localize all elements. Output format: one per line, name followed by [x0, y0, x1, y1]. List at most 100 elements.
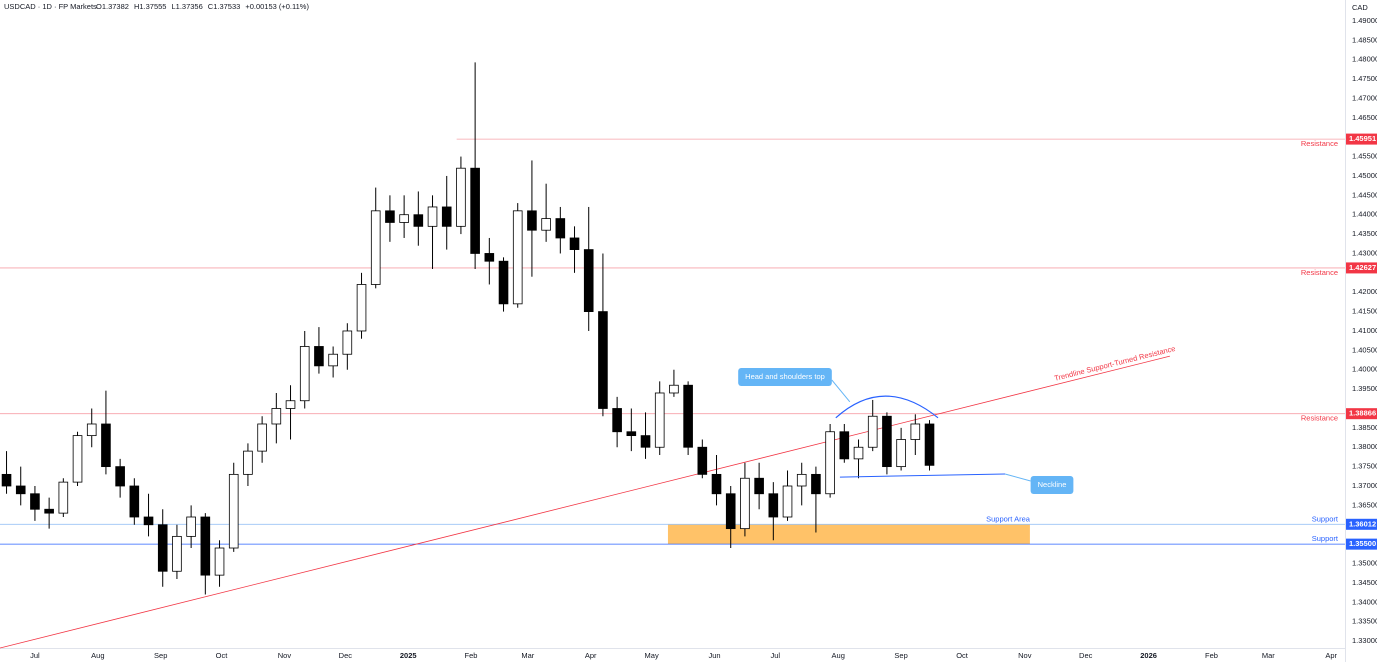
candle-body — [669, 384, 679, 394]
candle-body — [867, 415, 878, 448]
x-tick-label: Nov — [1018, 651, 1032, 660]
candle-body — [484, 253, 495, 262]
candle-body — [924, 423, 935, 466]
candle-body — [44, 508, 54, 514]
y-tick-label: 1.44500 — [1352, 190, 1377, 199]
candle-body — [285, 400, 296, 409]
candle-body — [583, 249, 594, 312]
candle-body — [754, 477, 764, 495]
candle-body — [314, 346, 324, 367]
candle-body — [385, 210, 395, 223]
currency-label: CAD — [1352, 3, 1368, 12]
candle-body — [1, 473, 12, 487]
candle-body — [683, 384, 693, 448]
symbol: USDCAD · 1D · FP Markets — [4, 2, 97, 11]
level-badge — [1346, 408, 1377, 420]
candle-body — [768, 493, 779, 518]
candle-body — [15, 485, 26, 495]
level-value: 1.38866 — [1349, 409, 1376, 418]
candle-body — [370, 210, 381, 285]
candle-body — [598, 311, 608, 409]
level-label: Resistance — [1301, 139, 1338, 148]
candle-body — [725, 493, 736, 530]
candle-body — [143, 516, 154, 526]
level-badge — [1346, 538, 1377, 550]
candle-body — [569, 237, 580, 250]
candle-body — [186, 516, 196, 537]
x-tick-label: Jun — [708, 651, 720, 660]
candle-body — [527, 210, 537, 231]
candle-body — [172, 535, 182, 572]
candle-body — [498, 260, 509, 305]
level-badge — [1346, 133, 1377, 145]
y-tick-label: 1.41500 — [1352, 307, 1377, 316]
zone-label: Support Area — [986, 514, 1031, 523]
candle-body — [839, 431, 850, 460]
candle-body — [257, 423, 267, 452]
y-tick-label: 1.47000 — [1352, 93, 1377, 102]
candle-body — [811, 473, 821, 495]
y-tick-label: 1.33000 — [1352, 636, 1377, 645]
callout-pointer — [1004, 473, 1031, 482]
y-tick-label: 1.43500 — [1352, 229, 1377, 238]
level-label: Resistance — [1301, 414, 1338, 423]
x-tick-label: Jul — [771, 651, 781, 660]
callout-box — [1030, 476, 1074, 494]
y-tick-label: 1.40500 — [1352, 345, 1377, 354]
ohlc-value: H1.37555 — [134, 2, 167, 11]
y-tick-label: 1.47500 — [1352, 74, 1377, 83]
candle-body — [72, 435, 83, 483]
y-tick-label: 1.37500 — [1352, 462, 1377, 471]
y-tick-label: 1.48000 — [1352, 55, 1377, 64]
y-tick-label: 1.48500 — [1352, 35, 1377, 44]
level-badge — [1346, 262, 1377, 274]
trendline — [0, 355, 1171, 649]
level-badge — [1346, 518, 1377, 530]
y-tick-label: 1.41000 — [1352, 326, 1377, 335]
candle-body — [157, 524, 168, 572]
trendline-label: Trendline Support-Turned Resistance — [1053, 344, 1176, 383]
x-tick-label: Oct — [956, 651, 969, 660]
candle-body — [413, 214, 424, 227]
y-tick-label: 1.34000 — [1352, 597, 1377, 606]
candle-body — [342, 330, 353, 355]
x-tick-label: Mar — [1262, 651, 1275, 660]
level-label: Support — [1312, 514, 1339, 523]
candle-body — [86, 423, 97, 437]
callout-text: Head and shoulders top — [745, 372, 825, 381]
callout-pointer — [831, 379, 851, 403]
candle-body — [512, 210, 523, 305]
candle-body — [115, 466, 125, 487]
y-tick-label: 1.34500 — [1352, 578, 1377, 587]
x-tick-label: Jul — [30, 651, 40, 660]
candle-body — [654, 392, 665, 448]
candle-body — [782, 485, 793, 518]
neckline — [839, 473, 1006, 478]
y-tick-label: 1.38500 — [1352, 423, 1377, 432]
level-value: 1.35500 — [1349, 539, 1376, 548]
candle-body — [214, 547, 225, 576]
candle-body — [299, 346, 310, 402]
ohlc-value: C1.37533 — [208, 2, 241, 11]
candle-body — [200, 516, 211, 576]
x-tick-label: Sep — [154, 651, 167, 660]
callout-text: Neckline — [1038, 480, 1067, 489]
ohlc-value: O1.37382 — [96, 2, 129, 11]
x-tick-label: Mar — [521, 651, 534, 660]
candle-body — [740, 477, 750, 530]
candle-body — [427, 206, 438, 227]
level-label: Support — [1312, 534, 1339, 543]
level-value: 1.42627 — [1349, 263, 1376, 272]
x-tick-label: 2025 — [400, 651, 417, 660]
x-tick-label: Apr — [1325, 651, 1337, 660]
ohlc-value: +0.00153 (+0.11%) — [245, 2, 309, 11]
y-tick-label: 1.36500 — [1352, 500, 1377, 509]
candle-body — [30, 493, 40, 510]
candle-body — [640, 435, 651, 448]
y-tick-label: 1.40000 — [1352, 365, 1377, 374]
candle-body — [228, 473, 239, 549]
candle-body — [58, 481, 69, 514]
candle-body — [711, 473, 722, 495]
